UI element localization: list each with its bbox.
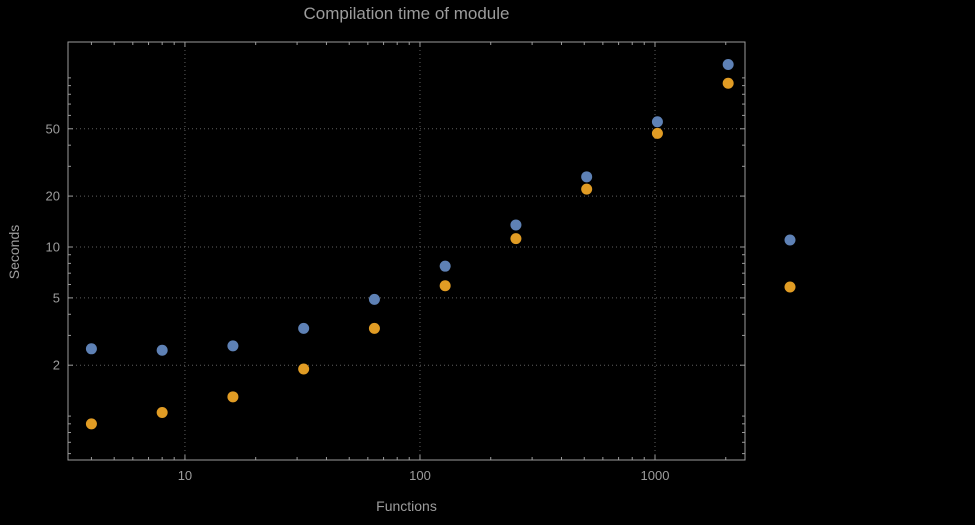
data-point: [439, 260, 451, 272]
legend-marker: [784, 234, 796, 246]
data-point: [368, 293, 380, 305]
data-point: [156, 407, 168, 419]
data-point: [722, 58, 734, 70]
x-tick-label: 10: [178, 468, 192, 483]
data-point: [651, 116, 663, 128]
data-point: [651, 127, 663, 139]
data-point: [85, 343, 97, 355]
data-point: [227, 340, 239, 352]
data-point: [85, 418, 97, 430]
plot-frame: [67, 41, 746, 461]
x-tick-label: 1000: [641, 468, 670, 483]
data-point: [439, 280, 451, 292]
y-tick-label: 20: [46, 189, 60, 204]
data-point: [298, 363, 310, 375]
data-point: [581, 171, 593, 183]
data-point: [156, 344, 168, 356]
data-point: [368, 322, 380, 334]
y-tick-label: 2: [53, 358, 60, 373]
chart-title: Compilation time of module: [303, 4, 510, 23]
y-tick-label: 10: [46, 240, 60, 255]
y-tick-label: 5: [53, 290, 60, 305]
x-axis-label: Functions: [376, 498, 437, 514]
data-point: [581, 183, 593, 195]
data-point: [510, 219, 522, 231]
data-point: [510, 233, 522, 245]
y-tick-label: 50: [46, 121, 60, 136]
legend-marker: [784, 281, 796, 293]
data-point: [298, 322, 310, 334]
data-point: [227, 391, 239, 403]
data-point: [722, 77, 734, 89]
x-tick-label: 100: [409, 468, 431, 483]
